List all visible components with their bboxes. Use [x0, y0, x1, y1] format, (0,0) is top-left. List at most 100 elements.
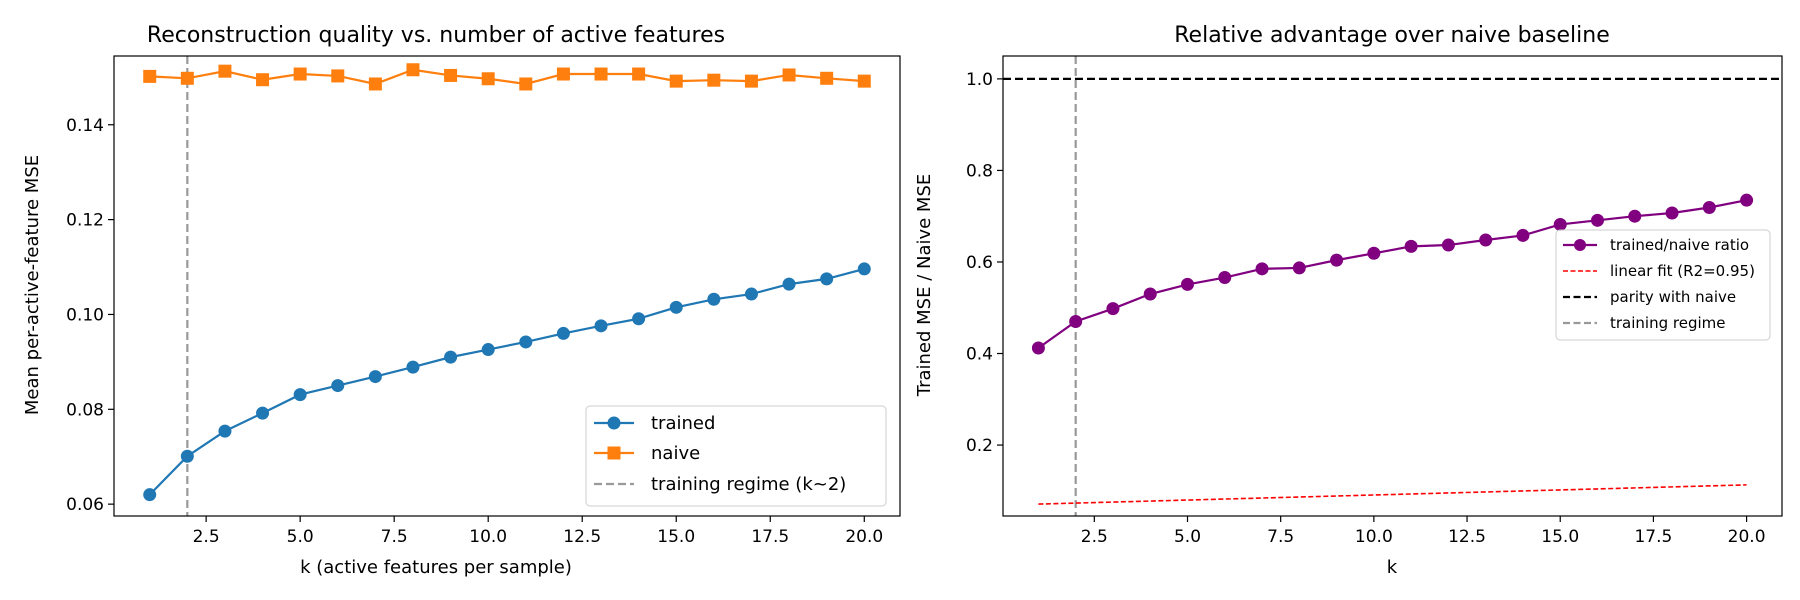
legend-label-parity: parity with naive [1610, 288, 1736, 306]
x-tick-label: 5.0 [1174, 527, 1201, 547]
legend-label-ratio: trained/naive ratio [1610, 236, 1749, 254]
data-point-trained-naive-ratio [1292, 261, 1306, 275]
data-point-trained [632, 312, 646, 326]
legend-marker-ratio [1574, 239, 1586, 251]
data-point-trained-naive-ratio [1665, 206, 1679, 220]
legend: trained/naive ratio linear fit (R2=0.95)… [1555, 229, 1771, 341]
data-point-trained-naive-ratio [1740, 193, 1754, 207]
data-point-trained [744, 287, 758, 301]
y-tick-label: 0.8 [966, 161, 993, 181]
data-point-trained-naive-ratio [1367, 246, 1381, 260]
data-point-trained-naive-ratio [1479, 233, 1493, 247]
data-point-trained-naive-ratio [1255, 262, 1269, 276]
data-point-naive [857, 74, 871, 88]
x-axis-label: k [1387, 557, 1398, 578]
x-tick-label: 5.0 [287, 527, 314, 547]
data-point-trained-naive-ratio [1516, 228, 1530, 242]
data-point-trained [857, 262, 871, 276]
plot-area: 2.5 5.0 7.5 10.0 12.5 15.0 17.5 20.0 0.2 0.4 0.6 0.… [966, 55, 1783, 547]
data-point-trained [331, 379, 345, 393]
chart-reconstruction-quality: Reconstruction quality vs. number of act… [22, 23, 901, 578]
x-tick-label: 2.5 [1081, 527, 1108, 547]
legend-label-training-regime: training regime (k~2) [651, 474, 846, 495]
x-tick-label: 17.5 [1634, 527, 1672, 547]
data-point-trained [256, 406, 270, 420]
data-point-trained-naive-ratio [1628, 209, 1642, 223]
x-tick-label: 10.0 [469, 527, 507, 547]
data-point-naive [444, 68, 458, 82]
data-point-trained-naive-ratio [1143, 287, 1157, 301]
data-point-trained [406, 360, 420, 374]
data-point-naive [519, 77, 533, 91]
legend-label-linear-fit: linear fit (R2=0.95) [1610, 262, 1755, 280]
data-point-trained [481, 343, 495, 357]
x-tick-label: 20.0 [845, 527, 883, 547]
y-tick-label: 0.14 [66, 116, 104, 136]
x-tick-label: 12.5 [563, 527, 601, 547]
data-point-trained [669, 300, 683, 314]
data-point-naive [331, 69, 345, 83]
data-point-trained [180, 449, 194, 463]
y-tick-label: 0.10 [66, 305, 104, 325]
axes-frame [113, 55, 901, 517]
chart-relative-advantage: Relative advantage over naive baseline 2… [914, 23, 1783, 578]
data-point-trained [293, 388, 307, 402]
data-point-naive [481, 72, 495, 86]
data-point-naive [143, 69, 157, 83]
y-tick-label: 0.2 [966, 436, 993, 456]
data-point-naive [594, 67, 608, 81]
data-point-naive [707, 73, 721, 87]
y-tick-label: 0.4 [966, 345, 993, 365]
x-tick-label: 12.5 [1448, 527, 1486, 547]
data-point-trained [594, 319, 608, 333]
legend-label-naive: naive [651, 443, 700, 464]
data-point-trained-naive-ratio [1441, 238, 1455, 252]
data-point-trained-naive-ratio [1702, 201, 1716, 215]
x-tick-label: 20.0 [1728, 527, 1766, 547]
legend-box [1555, 229, 1771, 341]
chart-title: Relative advantage over naive baseline [1174, 23, 1610, 48]
data-point-trained-naive-ratio [1031, 341, 1045, 355]
legend-label-training-regime: training regime [1610, 314, 1725, 332]
chart-title: Reconstruction quality vs. number of act… [147, 23, 725, 48]
y-axis-label: Mean per-active-feature MSE [22, 155, 43, 415]
data-point-trained [218, 424, 232, 438]
data-point-naive [632, 67, 646, 81]
data-point-naive [820, 71, 834, 85]
data-point-naive [782, 68, 796, 82]
legend-box [585, 405, 887, 507]
data-point-trained [782, 277, 796, 291]
y-tick-label: 0.12 [66, 211, 104, 231]
legend: trained naive training regime (k~2) [585, 405, 887, 507]
x-tick-label: 10.0 [1355, 527, 1393, 547]
legend-marker-trained [607, 416, 621, 430]
plot-area: 2.5 5.0 7.5 10.0 12.5 15.0 17.5 20.0 0.06 0.08 0.1… [66, 55, 901, 547]
data-point-trained [820, 272, 834, 286]
legend-marker-naive [607, 446, 621, 460]
data-point-naive [669, 74, 683, 88]
data-point-trained [707, 292, 721, 306]
x-tick-label: 17.5 [751, 527, 789, 547]
data-point-naive [218, 64, 232, 78]
data-point-trained-naive-ratio [1591, 213, 1604, 227]
data-point-trained-naive-ratio [1218, 271, 1232, 285]
data-point-trained [368, 370, 382, 384]
data-point-naive [744, 74, 758, 88]
y-tick-label: 1.0 [966, 70, 993, 90]
y-tick-label: 0.08 [66, 400, 104, 420]
x-tick-label: 15.0 [657, 527, 695, 547]
x-axis-label: k (active features per sample) [300, 557, 572, 578]
x-tick-label: 7.5 [1267, 527, 1294, 547]
data-point-trained-naive-ratio [1069, 314, 1083, 328]
y-tick-label: 0.06 [66, 495, 104, 515]
y-axis-label: Trained MSE / Naive MSE [914, 174, 935, 398]
data-point-trained [519, 335, 533, 349]
legend-label-trained: trained [651, 413, 715, 434]
data-point-naive [180, 71, 194, 85]
data-point-trained [143, 488, 157, 502]
data-point-naive [406, 63, 420, 77]
data-point-trained [556, 326, 570, 340]
series-line-linear-fit-r2-0-95 [1038, 484, 1747, 505]
data-point-trained [444, 350, 458, 364]
